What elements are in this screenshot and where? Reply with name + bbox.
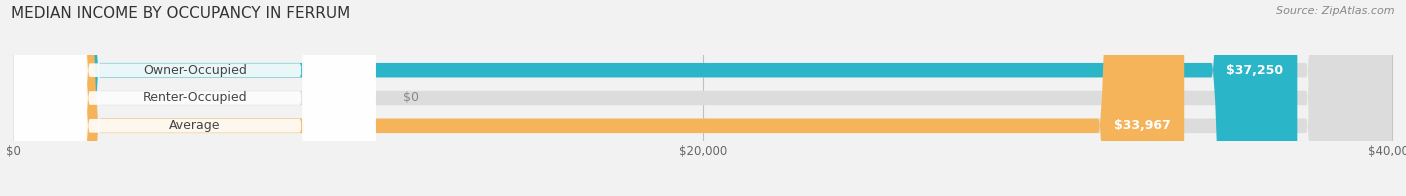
FancyBboxPatch shape	[14, 0, 1392, 196]
Text: $37,250: $37,250	[1226, 64, 1284, 77]
Text: Average: Average	[169, 119, 221, 132]
Text: Renter-Occupied: Renter-Occupied	[142, 92, 247, 104]
Text: $33,967: $33,967	[1114, 119, 1170, 132]
Text: MEDIAN INCOME BY OCCUPANCY IN FERRUM: MEDIAN INCOME BY OCCUPANCY IN FERRUM	[11, 6, 350, 21]
FancyBboxPatch shape	[14, 0, 375, 196]
FancyBboxPatch shape	[14, 0, 375, 196]
Text: Source: ZipAtlas.com: Source: ZipAtlas.com	[1277, 6, 1395, 16]
FancyBboxPatch shape	[14, 0, 1298, 196]
FancyBboxPatch shape	[14, 0, 1392, 196]
FancyBboxPatch shape	[14, 0, 1392, 196]
Text: Owner-Occupied: Owner-Occupied	[143, 64, 246, 77]
FancyBboxPatch shape	[14, 0, 375, 196]
FancyBboxPatch shape	[14, 0, 1184, 196]
Text: $0: $0	[404, 92, 419, 104]
